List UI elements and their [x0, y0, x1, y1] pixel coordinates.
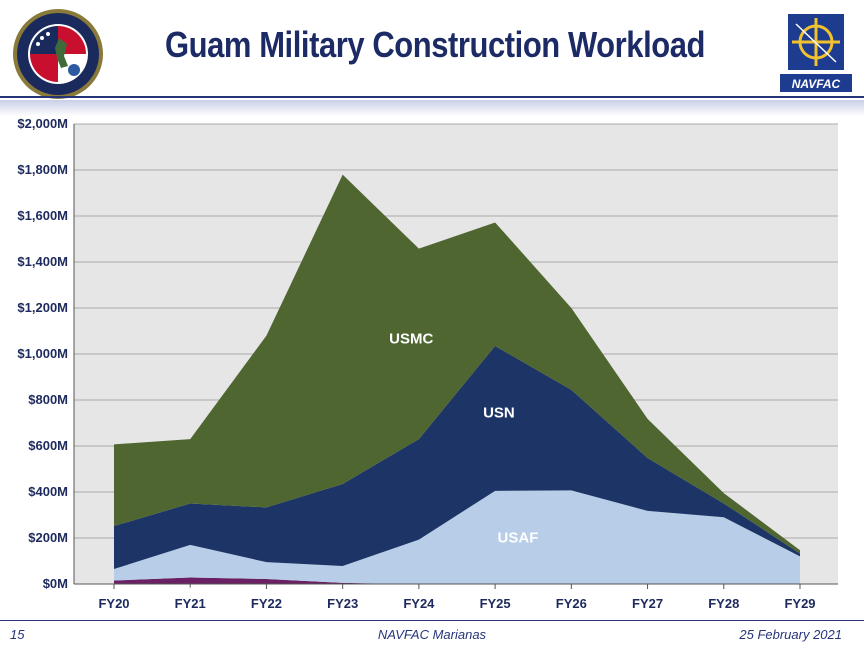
y-tick-label: $1,800M	[17, 162, 68, 177]
header-rule	[0, 96, 864, 98]
footer-rule	[0, 620, 864, 621]
x-tick-label: FY20	[98, 596, 129, 611]
y-tick-label: $800M	[28, 392, 68, 407]
slide-title: Guam Military Construction Workload	[165, 24, 705, 65]
area-other	[114, 577, 800, 584]
x-tick-label: FY26	[556, 596, 587, 611]
x-tick-label: FY24	[403, 596, 435, 611]
area-usaf	[114, 490, 800, 584]
series-label-usn: USN	[483, 404, 515, 421]
footer-organization: NAVFAC Marianas	[377, 627, 487, 642]
navfac-logo-text: NAVFAC	[792, 77, 841, 91]
areas	[114, 174, 800, 584]
x-tick-label: FY22	[251, 596, 282, 611]
footer-date: 25 February 2021	[739, 627, 842, 642]
x-tick-label: FY27	[632, 596, 663, 611]
header-band	[0, 100, 864, 116]
y-tick-label: $0M	[43, 576, 68, 591]
y-tick-label: $600M	[28, 438, 68, 453]
joint-region-marianas-seal-icon	[13, 9, 103, 99]
series-label-usmc: USMC	[389, 330, 433, 347]
y-tick-label: $200M	[28, 530, 68, 545]
area-usmc	[114, 174, 800, 554]
x-tick-label: FY23	[327, 596, 358, 611]
y-tick-label: $1,000M	[17, 346, 68, 361]
series-labels: Other USAF USN USMC	[178, 330, 539, 599]
area-usn	[114, 345, 800, 570]
series-label-usaf: USAF	[498, 529, 539, 546]
stacked-area-chart: $0M $200M $400M $600M $800M $1,000M $1,200M $1,…	[17, 116, 838, 611]
page-number: 15	[10, 627, 25, 642]
x-tick-label: FY21	[175, 596, 206, 611]
x-tick-label: FY29	[784, 596, 815, 611]
y-tick-label: $2,000M	[17, 116, 68, 131]
x-tick-label: FY25	[480, 596, 511, 611]
y-tick-label: $1,200M	[17, 300, 68, 315]
axes: $0M $200M $400M $600M $800M $1,000M $1,200M $1,…	[17, 116, 838, 611]
y-tick-label: $1,600M	[17, 208, 68, 223]
navfac-logo-icon: NAVFAC	[780, 14, 852, 92]
series-label-other: Other	[178, 582, 218, 599]
y-tick-label: $400M	[28, 484, 68, 499]
x-tick-label: FY28	[708, 596, 739, 611]
y-tick-label: $1,400M	[17, 254, 68, 269]
